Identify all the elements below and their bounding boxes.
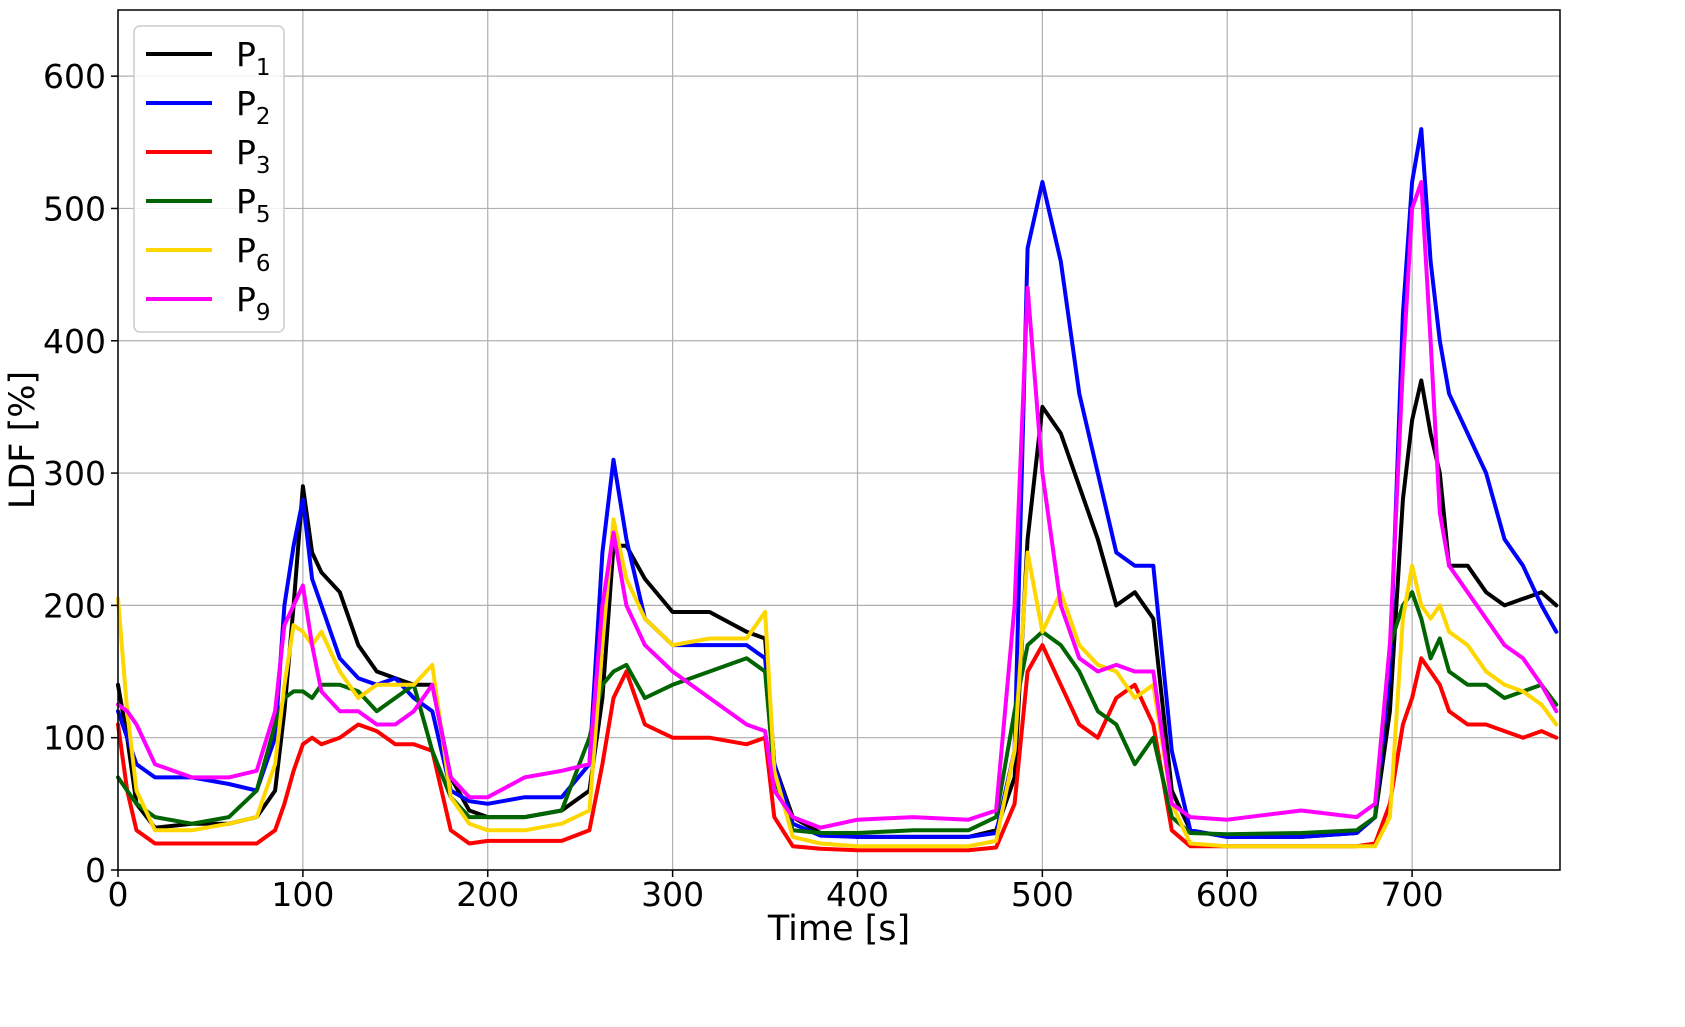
x-tick-label: 200 bbox=[456, 875, 519, 914]
x-tick-label: 400 bbox=[826, 875, 889, 914]
x-tick-label: 700 bbox=[1381, 875, 1444, 914]
x-tick-label: 500 bbox=[1011, 875, 1074, 914]
x-tick-label: 600 bbox=[1196, 875, 1259, 914]
y-tick-label: 600 bbox=[43, 57, 106, 96]
legend-label-p9: P9 bbox=[236, 280, 271, 326]
x-axis-ticks: 0 100 200 300 400 500 600 700 bbox=[108, 870, 1444, 914]
legend-label-p5: P5 bbox=[236, 182, 271, 228]
series-lines bbox=[116, 127, 1559, 853]
y-axis-title: LDF [%] bbox=[3, 371, 43, 509]
y-tick-label: 100 bbox=[43, 719, 106, 758]
y-tick-label: 200 bbox=[43, 586, 106, 625]
legend-label-p3: P3 bbox=[236, 133, 271, 179]
x-tick-label: 0 bbox=[108, 875, 129, 914]
x-tick-label: 100 bbox=[271, 875, 334, 914]
y-tick-label: 300 bbox=[43, 454, 106, 493]
y-axis-ticks: 0 100 200 300 400 500 600 bbox=[43, 57, 118, 890]
plot-area-frame bbox=[117, 9, 1561, 871]
series-line-p3 bbox=[116, 643, 1559, 853]
series-line-p9 bbox=[116, 180, 1559, 830]
legend-label-p1: P1 bbox=[236, 35, 271, 81]
x-tick-label: 300 bbox=[641, 875, 704, 914]
legend-label-p6: P6 bbox=[236, 231, 271, 277]
y-tick-label: 400 bbox=[43, 322, 106, 361]
legend-label-p2: P2 bbox=[236, 84, 271, 130]
y-tick-label: 0 bbox=[85, 851, 106, 890]
x-axis-title: Time [s] bbox=[767, 909, 910, 949]
y-tick-label: 500 bbox=[43, 189, 106, 228]
